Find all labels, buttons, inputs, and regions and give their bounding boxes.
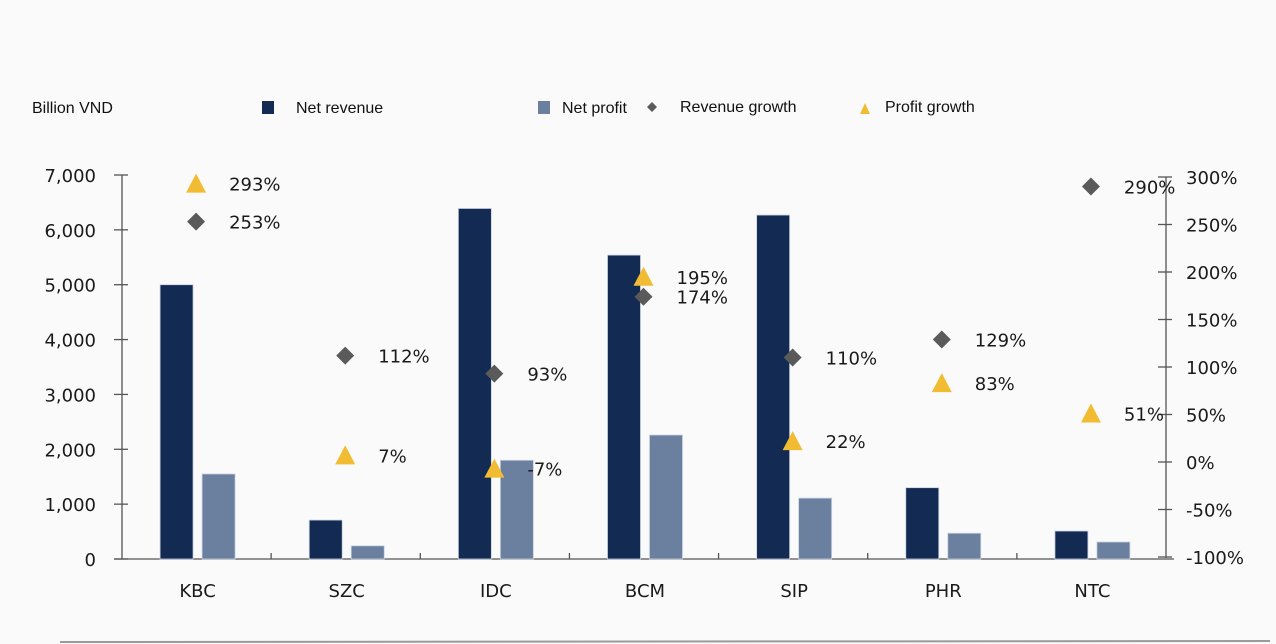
legend-item-net-revenue: Net revenue xyxy=(262,100,383,117)
bar-net-profit-idc xyxy=(499,459,534,560)
marker-profit-growth-sip-triangle-icon xyxy=(782,431,803,451)
bar-net-revenue-szc xyxy=(308,519,343,560)
bottom-rule xyxy=(59,640,1271,643)
category-label-ntc: NTC xyxy=(1074,581,1110,602)
marker-revenue-growth-sip-diamond-icon xyxy=(783,348,802,367)
bar-net-profit-sip xyxy=(798,497,833,560)
left-y-ticks: 0 1,000 2,000 3,000 4,000 5,000 6,000 7,000 xyxy=(44,166,128,571)
right-tick-label: 300% xyxy=(1186,168,1237,189)
data-label-revenue-growth-bcm: 174% xyxy=(677,288,728,309)
legend-label-revenue-growth: Revenue growth xyxy=(680,99,797,116)
bar-net-profit-bcm xyxy=(649,434,683,560)
left-tick-label: 1,000 xyxy=(44,495,96,516)
bar-net-profit-szc xyxy=(350,545,385,560)
bar-net-profit-phr xyxy=(947,532,982,560)
data-label-revenue-growth-idc: 93% xyxy=(527,365,567,386)
marker-profit-growth-szc-triangle-icon xyxy=(335,445,356,465)
category-label-bcm: BCM xyxy=(625,581,665,602)
data-label-profit-growth-szc: 7% xyxy=(378,446,407,467)
category-label-sip: SIP xyxy=(780,581,808,602)
legend-label-net-profit: Net profit xyxy=(562,100,627,117)
data-label-revenue-growth-phr: 129% xyxy=(975,330,1026,351)
right-tick-label: -50% xyxy=(1186,501,1233,522)
data-label-profit-growth-bcm: 195% xyxy=(677,268,728,289)
markers: 253% 293% 112% 7% 93% -7% 174%195% 110% 22% 129% 8… xyxy=(186,173,1175,481)
bar-net-revenue-ntc xyxy=(1054,530,1089,560)
right-y-ticks: -100% -50% 0% 50% 100% 150% 200% 250% 300% xyxy=(1158,168,1244,569)
marker-revenue-growth-szc-diamond-icon xyxy=(336,346,355,365)
left-tick-label: 7,000 xyxy=(44,166,96,187)
left-tick-label: 5,000 xyxy=(44,276,96,297)
data-label-profit-growth-idc: -7% xyxy=(527,460,562,481)
marker-profit-growth-ntc-triangle-icon xyxy=(1080,403,1101,423)
bar-net-revenue-idc xyxy=(457,208,492,560)
category-label-phr: PHR xyxy=(925,581,962,602)
category-label-idc: IDC xyxy=(480,581,512,602)
x-ticks xyxy=(270,553,1018,559)
unit-label: Billion VND xyxy=(32,100,113,117)
legend-triangle-icon xyxy=(860,103,870,114)
left-tick-label: 6,000 xyxy=(44,221,96,242)
data-label-revenue-growth-kbc: 253% xyxy=(229,213,280,234)
bars xyxy=(159,208,1131,560)
right-tick-label: 0% xyxy=(1186,453,1215,474)
left-tick-label: 0 xyxy=(85,550,96,571)
right-tick-label: 200% xyxy=(1186,263,1237,284)
marker-revenue-growth-bcm-diamond-icon xyxy=(634,287,653,306)
bar-net-revenue-kbc xyxy=(159,284,194,560)
category-label-szc: SZC xyxy=(329,581,365,602)
data-label-revenue-growth-szc: 112% xyxy=(378,347,429,368)
category-labels: KBC SZC IDC BCM SIP PHR NTC xyxy=(179,581,1110,602)
marker-profit-growth-bcm-triangle-icon xyxy=(633,266,654,286)
legend-swatch-net-profit xyxy=(538,101,550,114)
bar-net-revenue-phr xyxy=(905,487,940,560)
data-label-profit-growth-phr: 83% xyxy=(975,374,1015,395)
right-tick-label: 250% xyxy=(1186,216,1237,237)
marker-revenue-growth-kbc-diamond-icon xyxy=(187,212,206,231)
data-label-profit-growth-sip: 22% xyxy=(826,432,866,453)
marker-revenue-growth-ntc-diamond-icon xyxy=(1081,177,1100,196)
marker-profit-growth-idc-triangle-icon xyxy=(484,458,505,478)
right-tick-label: 150% xyxy=(1186,311,1237,332)
marker-profit-growth-kbc-triangle-icon xyxy=(186,173,207,193)
right-tick-label: -100% xyxy=(1186,548,1244,569)
bar-net-revenue-sip xyxy=(756,214,791,560)
marker-revenue-growth-phr-diamond-icon xyxy=(932,330,951,349)
bar-net-profit-kbc xyxy=(201,473,236,560)
marker-profit-growth-phr-triangle-icon xyxy=(931,373,952,393)
left-tick-label: 2,000 xyxy=(44,440,96,461)
left-tick-label: 4,000 xyxy=(44,331,96,352)
data-label-revenue-growth-ntc: 290% xyxy=(1124,178,1175,199)
bar-net-revenue-bcm xyxy=(607,254,641,560)
bar-net-profit-ntc xyxy=(1096,541,1131,560)
legend-label-profit-growth: Profit growth xyxy=(885,99,975,116)
axes: 0 1,000 2,000 3,000 4,000 5,000 6,000 7,000 -10… xyxy=(44,166,1244,571)
legend-item-net-profit: Net profit xyxy=(538,100,627,117)
legend-swatch-net-revenue xyxy=(262,101,274,114)
legend-diamond-icon xyxy=(647,102,657,112)
legend: Billion VND Net revenue Net profit Reven… xyxy=(32,99,975,117)
right-tick-label: 50% xyxy=(1186,406,1226,427)
legend-item-profit-growth: Profit growth xyxy=(860,99,975,116)
legend-item-revenue-growth: Revenue growth xyxy=(647,99,797,116)
marker-revenue-growth-idc-diamond-icon xyxy=(485,364,504,383)
right-tick-label: 100% xyxy=(1186,358,1237,379)
data-label-profit-growth-kbc: 293% xyxy=(229,175,280,196)
left-tick-label: 3,000 xyxy=(44,385,96,406)
category-label-kbc: KBC xyxy=(179,581,215,602)
legend-label-net-revenue: Net revenue xyxy=(296,100,383,117)
data-label-revenue-growth-sip: 110% xyxy=(826,349,877,370)
data-label-profit-growth-ntc: 51% xyxy=(1124,405,1164,426)
